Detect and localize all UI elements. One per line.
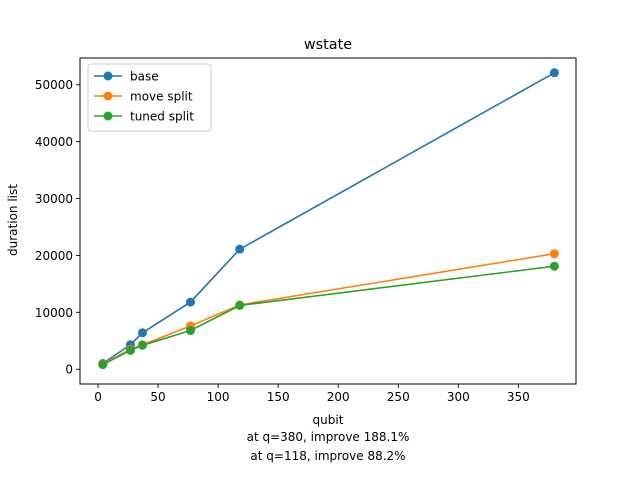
series-line-move-split (102, 252, 555, 365)
x-tick-label: 350 (507, 390, 530, 404)
y-tick-label: 10000 (35, 306, 73, 320)
series-line-base (102, 72, 555, 365)
data-point-tuned-split (98, 360, 108, 370)
data-point-tuned-split (125, 345, 135, 355)
y-tick-label: 0 (65, 363, 73, 377)
y-axis-ticks: 0 10000 20000 30000 40000 50000 (35, 78, 80, 377)
legend: base move split tuned split (87, 63, 212, 132)
y-tick-label: 40000 (35, 135, 73, 149)
data-point-tuned-split (185, 326, 195, 336)
data-point-base (185, 297, 195, 307)
legend-label-tuned-split: tuned split (130, 110, 194, 124)
data-point-tuned-split (549, 261, 559, 271)
x-axis-ticks: 0 50 100 150 200 250 300 350 (94, 384, 530, 404)
annotation-2: at q=118, improve 88.2% (250, 449, 405, 463)
data-point-base (235, 244, 245, 254)
y-tick-label: 50000 (35, 78, 73, 92)
data-point-tuned-split (137, 340, 147, 350)
legend-label-move-split: move split (130, 90, 193, 104)
x-tick-label: 150 (267, 390, 290, 404)
data-point-base (549, 68, 559, 78)
legend-marker-base (103, 71, 113, 81)
legend-label-base: base (130, 70, 159, 84)
series-layer (98, 68, 559, 370)
y-tick-label: 30000 (35, 192, 73, 206)
x-tick-label: 0 (94, 390, 102, 404)
annotation-1: at q=380, improve 188.1% (247, 430, 410, 444)
data-point-base (137, 328, 147, 338)
y-axis-label: duration list (6, 184, 20, 256)
legend-marker-move-split (103, 91, 113, 101)
legend-marker-tuned-split (103, 111, 113, 121)
y-tick-label: 20000 (35, 249, 73, 263)
chart-title: wstate (304, 37, 352, 53)
plot-frame (79, 57, 577, 385)
legend-box (87, 63, 212, 132)
data-point-tuned-split (235, 300, 245, 310)
series-line-tuned-split (102, 265, 555, 366)
x-tick-label: 50 (150, 390, 165, 404)
x-tick-label: 300 (447, 390, 470, 404)
x-tick-label: 200 (327, 390, 350, 404)
x-axis-label: qubit (313, 413, 344, 427)
x-tick-label: 100 (207, 390, 230, 404)
x-tick-label: 250 (387, 390, 410, 404)
data-point-move-split (549, 249, 559, 259)
